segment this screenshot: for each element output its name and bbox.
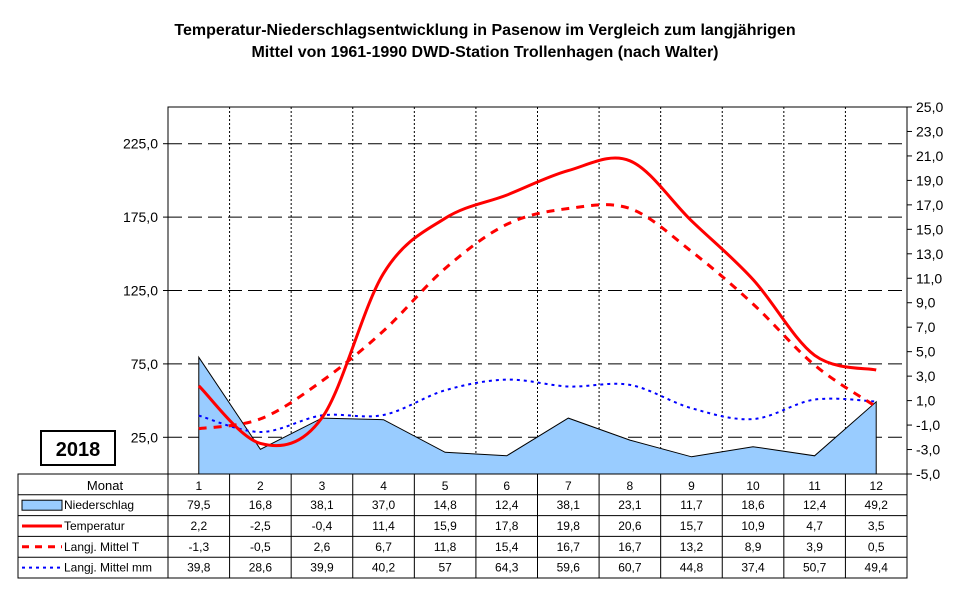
chart-title-line-1: Temperatur-Niederschlagsentwicklung in P… [174, 22, 796, 39]
table-cell-mittel_mm: 60,7 [618, 561, 642, 575]
table-cell-niederschlag: 23,1 [618, 498, 642, 512]
legend-label-temperatur: Temperatur [64, 519, 125, 533]
table-cell-niederschlag: 37,0 [372, 498, 396, 512]
month-label: 4 [380, 479, 387, 493]
table-cell-temperatur: 2,2 [190, 519, 207, 533]
table-cell-mittel_mm: 28,6 [249, 561, 273, 575]
table-cell-niederschlag: 16,8 [249, 498, 273, 512]
month-header: Monat [87, 478, 124, 493]
month-label: 7 [565, 479, 572, 493]
table-cell-mittel_t: 16,7 [557, 540, 581, 554]
table-cell-temperatur: 3,5 [868, 519, 885, 533]
right-axis-tick-label: 3,0 [916, 368, 936, 384]
legend-label-niederschlag: Niederschlag [64, 498, 134, 512]
month-label: 3 [319, 479, 326, 493]
month-label: 2 [257, 479, 264, 493]
month-label: 8 [627, 479, 634, 493]
chart-title-line-2: Mittel von 1961-1990 DWD-Station Trollen… [251, 44, 719, 61]
table-cell-temperatur: 4,7 [806, 519, 823, 533]
legend-label-mittel_t: Langj. Mittel T [64, 540, 140, 554]
table-cell-temperatur: 20,6 [618, 519, 642, 533]
niederschlag-area [198, 355, 877, 475]
right-axis-tick-label: 9,0 [916, 295, 936, 311]
right-axis-tick-label: 21,0 [916, 148, 943, 164]
table-cell-mittel_t: 0,5 [868, 540, 885, 554]
left-axis-tick-label: 125,0 [123, 283, 158, 299]
right-axis-tick-label: 23,0 [916, 123, 943, 139]
table-cell-mittel_t: -0,5 [250, 540, 271, 554]
chart-title: Temperatur-Niederschlagsentwicklung in P… [0, 20, 970, 64]
right-axis-tick-label: -5,0 [916, 466, 940, 482]
year-badge: 2018 [40, 430, 116, 466]
right-axis-tick-label: 19,0 [916, 172, 943, 188]
left-axis-tick-label: 75,0 [131, 356, 158, 372]
right-axis-tick-label: 25,0 [916, 99, 943, 115]
left-axis-tick-label: 175,0 [123, 209, 158, 225]
table-cell-temperatur: 19,8 [557, 519, 581, 533]
table-cell-mittel_t: 11,8 [434, 540, 457, 554]
table-cell-mittel_mm: 50,7 [803, 561, 827, 575]
table-cell-mittel_t: -1,3 [188, 540, 209, 554]
right-axis-tick-label: -1,0 [916, 417, 940, 433]
table-cell-temperatur: 10,9 [741, 519, 765, 533]
table-cell-mittel_t: 8,9 [745, 540, 762, 554]
month-label: 10 [746, 479, 760, 493]
right-axis-tick-label: 15,0 [916, 221, 943, 237]
table-cell-mittel_t: 16,7 [618, 540, 642, 554]
table-cell-niederschlag: 38,1 [310, 498, 334, 512]
table-cell-mittel_mm: 39,9 [310, 561, 334, 575]
table-cell-temperatur: 15,7 [680, 519, 704, 533]
month-label: 11 [808, 479, 821, 493]
temperatur-line [197, 156, 877, 448]
right-axis-tick-label: -3,0 [916, 442, 940, 458]
right-axis-tick-label: 11,0 [916, 270, 942, 286]
table-cell-niederschlag: 49,2 [865, 498, 889, 512]
month-label: 1 [195, 479, 202, 493]
table-cell-mittel_mm: 37,4 [741, 561, 765, 575]
right-axis-tick-label: 13,0 [916, 246, 943, 262]
left-axis-tick-label: 225,0 [123, 136, 158, 152]
table-cell-mittel_mm: 40,2 [372, 561, 396, 575]
legend-niederschlag-swatch [21, 499, 63, 511]
month-label: 9 [688, 479, 695, 493]
table-cell-niederschlag: 12,4 [803, 498, 827, 512]
month-label: 5 [442, 479, 449, 493]
right-axis-tick-label: 5,0 [916, 344, 936, 360]
table-cell-niederschlag: 12,4 [495, 498, 519, 512]
table-cell-mittel_t: 2,6 [314, 540, 331, 554]
table-cell-mittel_t: 3,9 [806, 540, 823, 554]
table-cell-niederschlag: 14,8 [433, 498, 457, 512]
table-cell-temperatur: -2,5 [250, 519, 271, 533]
mittel-t-line [198, 203, 878, 431]
right-axis-tick-label: 17,0 [916, 197, 943, 213]
table-cell-temperatur: 17,8 [495, 519, 519, 533]
right-axis-tick-label: 1,0 [916, 393, 936, 409]
legend-label-mittel_mm: Langj. Mittel mm [64, 561, 152, 575]
table-cell-niederschlag: 11,7 [680, 498, 703, 512]
table-cell-niederschlag: 38,1 [557, 498, 581, 512]
table-cell-mittel_mm: 44,8 [680, 561, 704, 575]
table-cell-mittel_mm: 64,3 [495, 561, 519, 575]
table-cell-mittel_t: 13,2 [680, 540, 704, 554]
mittel-mm-line [198, 378, 877, 434]
table-cell-temperatur: 15,9 [433, 519, 457, 533]
month-label: 12 [870, 479, 884, 493]
table-cell-mittel_mm: 39,8 [187, 561, 211, 575]
table-cell-mittel_t: 6,7 [375, 540, 392, 554]
table-cell-niederschlag: 79,5 [187, 498, 211, 512]
right-axis-tick-label: 7,0 [916, 319, 936, 335]
table-cell-mittel_t: 15,4 [495, 540, 519, 554]
month-label: 6 [503, 479, 510, 493]
table-cell-temperatur: 11,4 [372, 519, 395, 533]
table-cell-niederschlag: 18,6 [741, 498, 765, 512]
table-cell-temperatur: -0,4 [312, 519, 333, 533]
table-cell-mittel_mm: 57 [438, 561, 452, 575]
table-cell-mittel_mm: 59,6 [557, 561, 581, 575]
left-axis-tick-label: 25,0 [131, 429, 158, 445]
table-cell-mittel_mm: 49,4 [865, 561, 889, 575]
